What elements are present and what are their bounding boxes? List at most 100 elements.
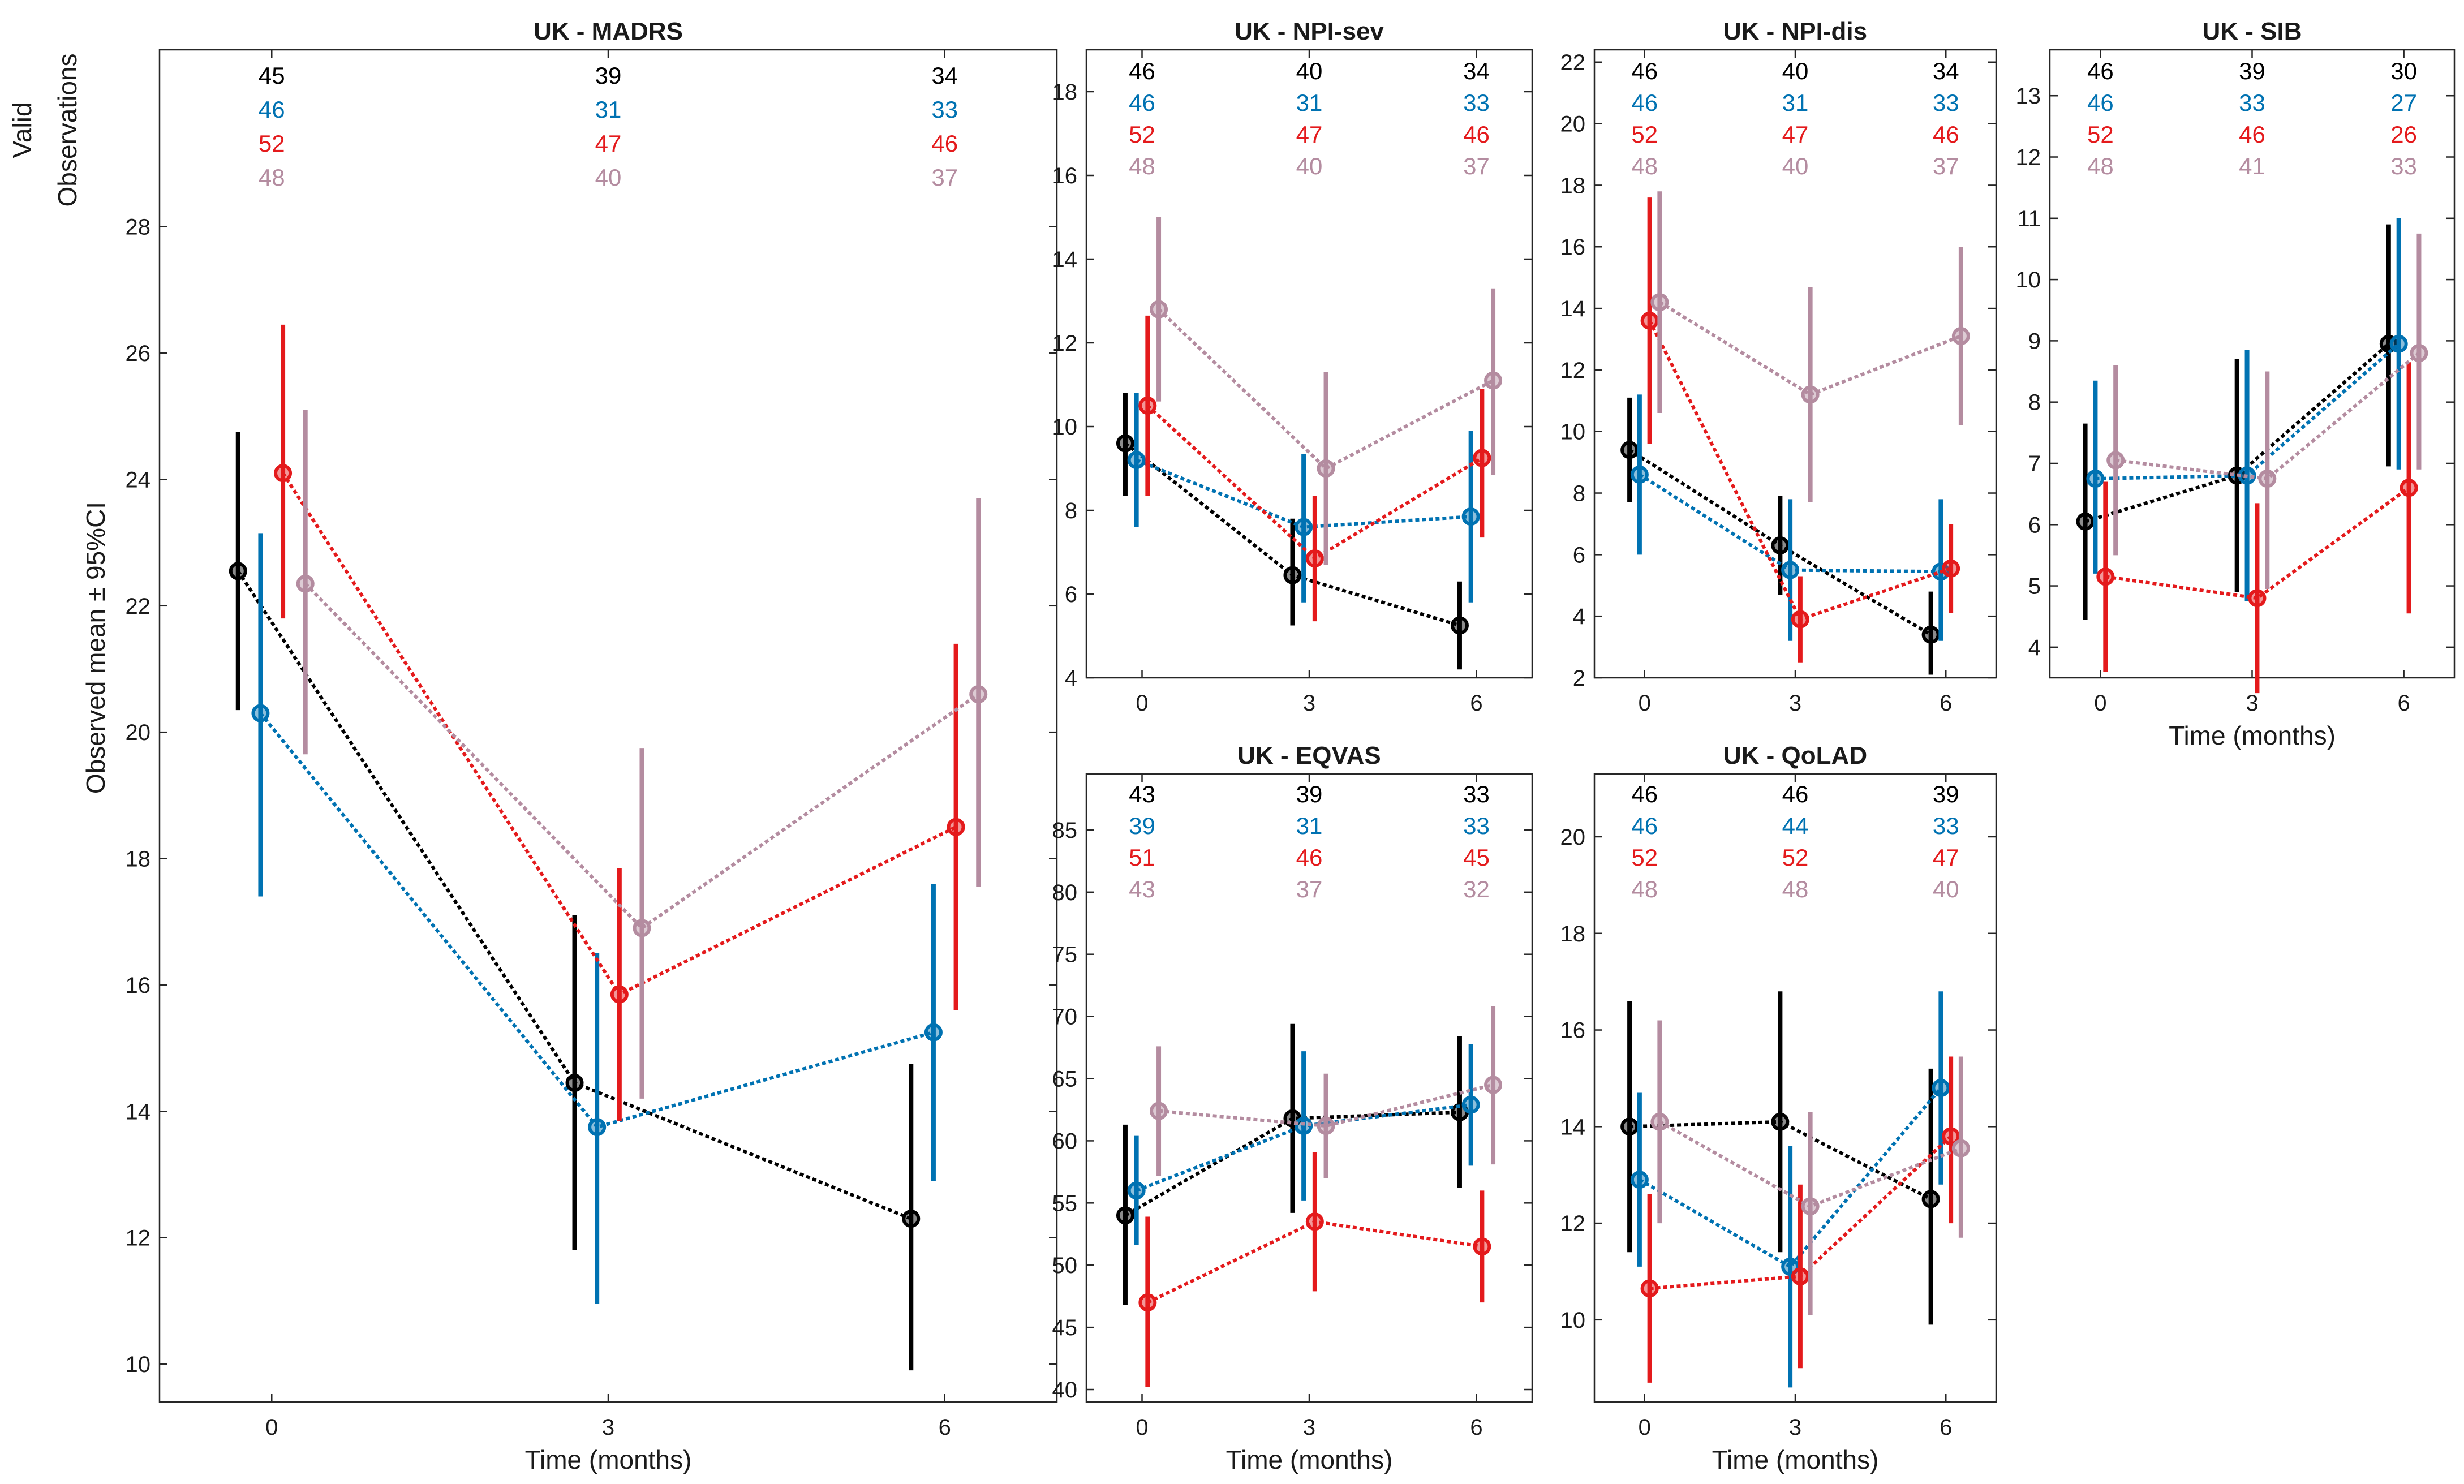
data-point — [296, 574, 315, 593]
valid-observation-count: 46 — [1782, 781, 1809, 807]
x-tick-label: 6 — [2398, 691, 2410, 716]
x-tick-label: 0 — [1136, 691, 1148, 716]
valid-observation-count: 33 — [2239, 89, 2265, 116]
data-point — [2248, 589, 2267, 608]
x-tick-label: 6 — [1470, 1415, 1482, 1440]
valid-observation-count: 46 — [1631, 89, 1658, 116]
valid-observation-count: 46 — [931, 130, 958, 157]
x-axis-label: Time (months) — [1226, 1445, 1393, 1474]
y-axis-label: Observed mean ± 95%CI — [81, 502, 110, 794]
data-point — [1116, 434, 1134, 453]
series-4 — [1650, 1020, 1970, 1315]
x-tick-label: 0 — [1639, 1415, 1651, 1440]
series-line — [304, 582, 979, 931]
y-tick-label: 20 — [1560, 825, 1586, 850]
series-1 — [2076, 224, 2398, 620]
valid-observation-count: 43 — [1129, 781, 1155, 807]
y-tick-label: 75 — [1052, 943, 1078, 967]
valid-observation-count: 43 — [1129, 876, 1155, 902]
x-tick-label: 3 — [1303, 1415, 1315, 1440]
valid-observation-count: 40 — [1296, 58, 1323, 84]
y-tick-label: 16 — [1560, 235, 1586, 260]
y-tick-label: 6 — [1573, 543, 1585, 567]
y-tick-label: 2 — [1573, 666, 1585, 691]
data-point — [1473, 1237, 1491, 1256]
x-tick-label: 3 — [1789, 691, 1801, 716]
data-point — [1295, 518, 1313, 536]
data-point — [251, 704, 270, 722]
panel-6: UK - QoLAD 10 12 14 16 18 20 0 3 6 Time (months) 46… — [1560, 742, 1997, 1474]
x-tick-label: 6 — [1940, 691, 1952, 716]
data-point — [1791, 1267, 1809, 1285]
series-3 — [1640, 197, 1960, 663]
valid-observation-count: 31 — [1296, 89, 1323, 116]
series-line — [1136, 458, 1471, 529]
y-tick-label: 6 — [2028, 513, 2041, 537]
series-3 — [1138, 315, 1491, 622]
valid-observation-count: 48 — [1782, 876, 1809, 902]
valid-observation-count: 30 — [2390, 58, 2417, 84]
series-1 — [1116, 1023, 1469, 1305]
y-tick-label: 16 — [126, 973, 151, 998]
panel-title: UK - NPI-dis — [1723, 18, 1867, 45]
y-tick-label: 40 — [1052, 1378, 1078, 1403]
series-3 — [1138, 1152, 1491, 1387]
valid-observation-count: 46 — [1933, 121, 1959, 148]
y-tick-label: 10 — [2016, 268, 2041, 293]
valid-observation-count: 41 — [2239, 153, 2265, 179]
panel-5: UK - EQVAS 40 45 50 55 60 65 70 75 80 85 0 3 6 Time (m… — [1052, 742, 1533, 1474]
valid-observation-count: 46 — [1631, 781, 1658, 807]
y-tick-label: 7 — [2028, 451, 2041, 476]
data-point — [1305, 549, 1324, 568]
y-tick-label: 10 — [1560, 420, 1586, 445]
data-point — [2389, 334, 2408, 353]
valid-observation-count: 33 — [931, 96, 958, 123]
data-point — [1461, 507, 1480, 526]
valid-observation-count: 39 — [1296, 781, 1323, 807]
data-point — [2076, 512, 2095, 531]
data-point — [1771, 536, 1790, 555]
series-line — [1147, 1220, 1482, 1304]
x-tick-label: 3 — [1303, 691, 1315, 716]
data-point — [633, 919, 651, 937]
data-point — [1942, 559, 1960, 578]
y-tick-label: 10 — [1560, 1308, 1586, 1333]
data-point — [274, 464, 293, 483]
y-tick-label: 24 — [126, 467, 151, 492]
data-point — [229, 562, 247, 580]
y-tick-label: 14 — [1560, 296, 1586, 321]
data-point — [924, 1023, 943, 1042]
y-tick-label: 45 — [1052, 1315, 1078, 1340]
panel-1: UK - MADRS 10 12 14 16 18 20 22 24 26 28 0 3 6 Time (m… — [126, 18, 1058, 1474]
data-point — [2096, 567, 2115, 586]
y-tick-label: 8 — [1573, 481, 1585, 506]
data-point — [1620, 1117, 1639, 1136]
valid-observation-count: 48 — [1631, 876, 1658, 902]
valid-observation-count: 37 — [1933, 153, 1959, 179]
y-tick-label: 14 — [1052, 247, 1078, 272]
data-point — [1771, 1112, 1790, 1131]
data-point — [1640, 1279, 1659, 1298]
data-point — [1650, 1112, 1669, 1131]
valid-observation-count: 40 — [1933, 876, 1959, 902]
series-2 — [2086, 218, 2408, 601]
x-axis-label: Time (months) — [2169, 721, 2336, 750]
data-point — [1116, 1206, 1134, 1225]
data-point — [1484, 371, 1503, 390]
series-4 — [1150, 217, 1503, 565]
valid-observation-count: 39 — [595, 62, 622, 89]
x-tick-label: 6 — [1470, 691, 1482, 716]
panel-4: UK - SIB 4 5 6 7 8 9 10 11 12 13 0 3 6 Time (months) 46… — [2016, 18, 2456, 750]
data-point — [2258, 470, 2277, 488]
x-tick-label: 3 — [2246, 691, 2258, 716]
series-2 — [1127, 1043, 1480, 1246]
data-point — [565, 1074, 584, 1092]
plot-frame — [158, 49, 1058, 1403]
valid-observation-count: 37 — [1296, 876, 1323, 902]
y-tick-label: 55 — [1052, 1191, 1078, 1216]
valid-observation-count: 40 — [1296, 153, 1323, 179]
data-point — [1138, 1293, 1157, 1312]
data-point — [1283, 566, 1302, 584]
valid-observation-count: 39 — [2239, 58, 2265, 84]
data-point — [1650, 293, 1669, 312]
